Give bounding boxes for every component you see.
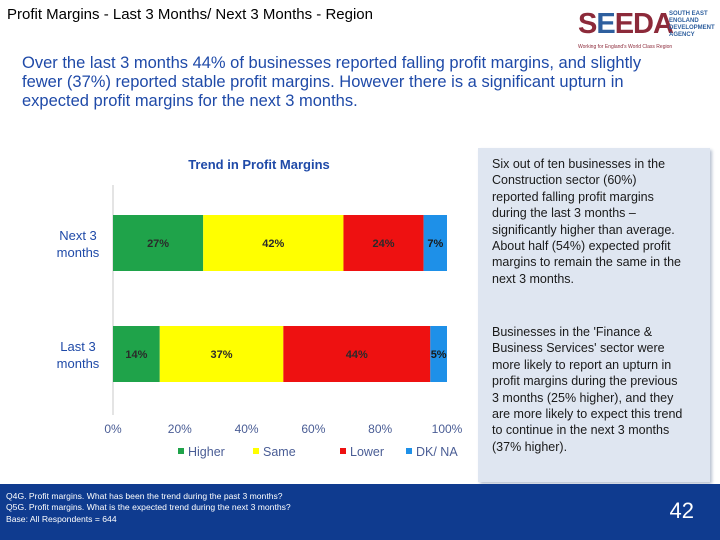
data-label: 42%	[262, 238, 284, 250]
x-tick-label: 0%	[104, 422, 122, 436]
legend-swatch	[406, 448, 412, 454]
page-number: 42	[669, 498, 694, 523]
logo-wordmark: SEEDA	[578, 8, 674, 40]
bar-segment-same	[159, 326, 284, 382]
data-label: 14%	[125, 349, 147, 361]
x-tick-label: 60%	[301, 422, 325, 436]
legend-swatch	[253, 448, 259, 454]
bar-segment-lower	[283, 326, 431, 382]
chart-title: Trend in Profit Margins	[188, 157, 330, 172]
sidebar-paragraph-1: Six out of ten businesses in the Constru…	[492, 157, 681, 286]
seeda-logo: SEEDA SOUTH EAST ENGLAND DEVELOPMENT AGE…	[578, 8, 715, 54]
bar-segment-same	[203, 215, 344, 271]
footer-bar: Q4G. Profit margins. What has been the t…	[0, 484, 720, 540]
legend-label: DK/ NA	[416, 445, 458, 459]
legend-label: Lower	[350, 445, 384, 459]
bar-segment-lower	[343, 215, 424, 271]
data-label: 37%	[211, 349, 233, 361]
logo-tagline: Working for England's World Class Region	[578, 44, 673, 50]
x-tick-label: 80%	[368, 422, 392, 436]
data-label: 24%	[373, 238, 395, 250]
profit-margins-chart: Trend in Profit Margins Next 3 months 27% 42…	[57, 157, 463, 459]
data-label: 44%	[346, 349, 368, 361]
legend-swatch	[340, 448, 346, 454]
footer-note-q5g: Q5G. Profit margins. What is the expecte…	[6, 502, 291, 513]
x-tick-label: 100%	[432, 422, 463, 436]
logo-agency-name: SOUTH EAST ENGLAND DEVELOPMENT AGENCY	[669, 11, 715, 38]
legend-label: Higher	[188, 445, 225, 459]
sidebar-paragraph-2: Businesses in the 'Finance & Business Se…	[492, 325, 683, 454]
x-tick-label: 20%	[168, 422, 192, 436]
legend-swatch	[178, 448, 184, 454]
bar-segment-dk-na	[430, 326, 447, 382]
data-label: 5%	[431, 349, 447, 361]
data-label: 7%	[427, 238, 443, 250]
sidebar-panel: Six out of ten businesses in the Constru…	[478, 148, 710, 482]
intro-text: Over the last 3 months 44% of businesses…	[22, 54, 642, 110]
bar-segment-higher	[113, 326, 160, 382]
data-label: 27%	[147, 238, 169, 250]
x-tick-label: 40%	[235, 422, 259, 436]
category-label: Last 3 months	[57, 339, 100, 371]
bar-segment-higher	[113, 215, 204, 271]
footer-note-base: Base: All Respondents = 644	[6, 513, 117, 524]
footer-notes: Q4G. Profit margins. What has been the t…	[6, 491, 291, 525]
bar-segment-dk-na	[423, 215, 447, 271]
legend-label: Same	[263, 445, 296, 459]
footer-note-q4g: Q4G. Profit margins. What has been the t…	[6, 491, 283, 501]
category-label: Next 3 months	[57, 228, 100, 260]
slide-title: Profit Margins - Last 3 Months/ Next 3 M…	[7, 6, 373, 23]
